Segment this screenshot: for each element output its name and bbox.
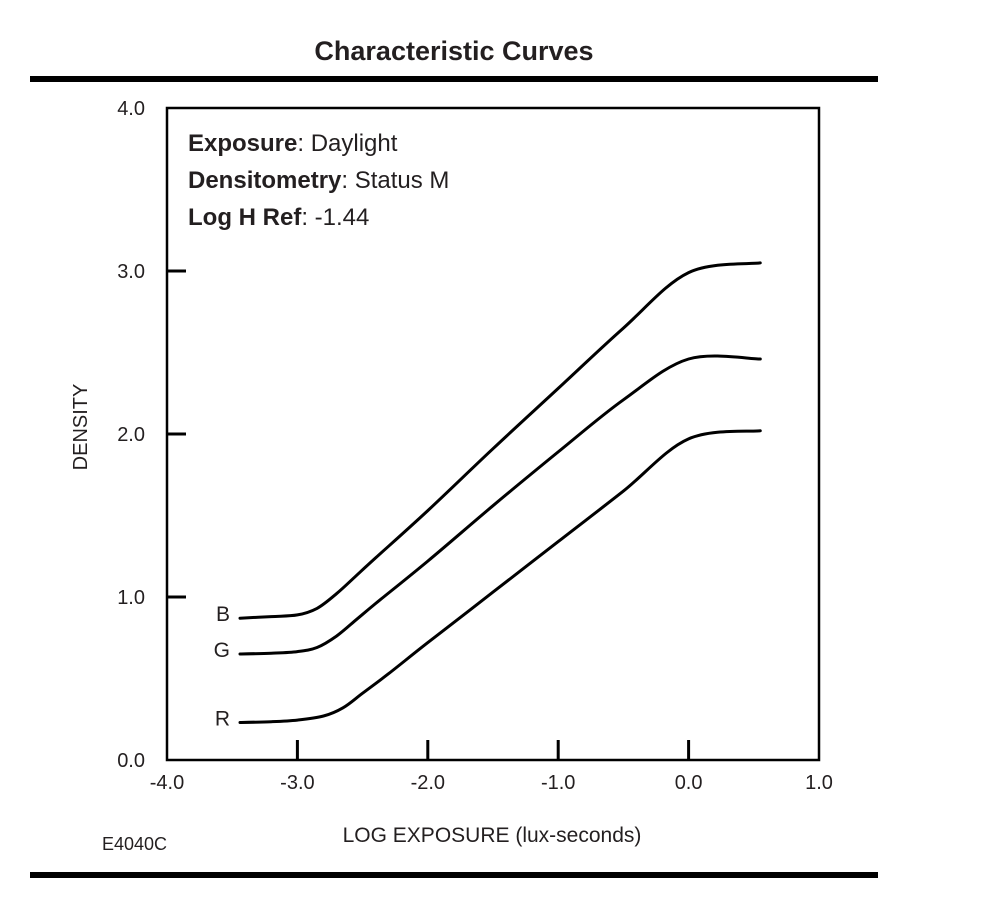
x-tick-label: -3.0 (280, 772, 314, 794)
x-tick-label: 1.0 (805, 772, 833, 794)
curve-r (238, 429, 762, 724)
x-tick-label: -4.0 (150, 772, 184, 794)
y-tick-label: 2.0 (117, 424, 145, 446)
y-tick-label: 3.0 (117, 261, 145, 283)
figure-code: E4040C (102, 834, 168, 854)
curve-g (238, 354, 762, 656)
x-tick-label: -2.0 (411, 772, 445, 794)
chart-title: Characteristic Curves (314, 36, 594, 66)
top-rule (30, 76, 878, 82)
plot-frame (165, 106, 821, 762)
y-axis-label: DENSITY (70, 384, 92, 471)
x-tick-label: -1.0 (541, 772, 575, 794)
y-tick-label: 4.0 (117, 98, 145, 120)
annotation-box: Exposure: Daylight Densitometry: Status M… (188, 130, 449, 231)
y-tick-label: 0.0 (117, 750, 145, 772)
curve-label-r: R (215, 708, 230, 731)
curve-b (238, 261, 762, 620)
annotation-line: Exposure: Daylight (188, 130, 398, 157)
x-axis-label: LOG EXPOSURE (lux-seconds) (343, 824, 642, 847)
bottom-rule (30, 872, 878, 878)
x-tick-label: 0.0 (675, 772, 703, 794)
curve-label-g: G (214, 639, 230, 662)
annotation-line: Densitometry: Status M (188, 167, 449, 194)
annotation-line: Log H Ref: -1.44 (188, 204, 369, 231)
curve-label-b: B (216, 603, 230, 626)
y-tick-label: 1.0 (117, 587, 145, 609)
